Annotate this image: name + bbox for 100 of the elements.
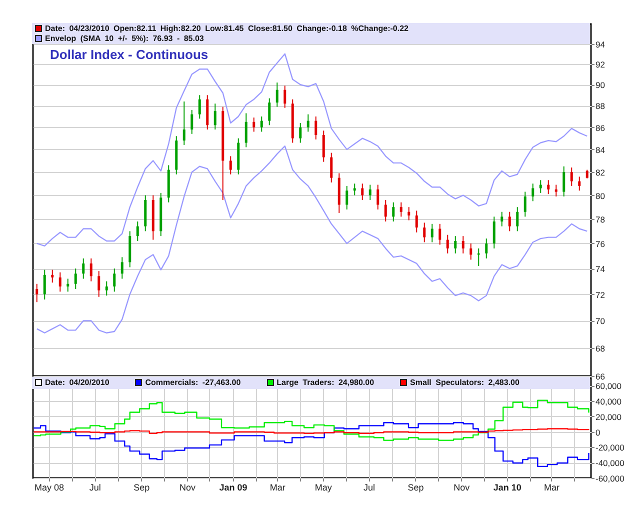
x-tick-label: May 08 <box>34 482 64 492</box>
x-tick-label: Sep <box>134 482 150 492</box>
y-tick-label: 66 <box>596 372 606 382</box>
x-tick-label: Jul <box>363 482 375 492</box>
annotation: Date: 04/20/2010 <box>45 378 110 388</box>
y-tick-label: 72 <box>596 290 606 300</box>
x-tick-label: May <box>314 482 332 492</box>
candlestick <box>276 82 278 108</box>
y-tick-label: 78 <box>596 214 606 225</box>
candlestick <box>244 112 248 148</box>
y-tick-label: 76 <box>596 238 606 249</box>
candlestick <box>190 110 194 134</box>
y-tick-label: 88 <box>596 101 606 112</box>
candlestick <box>492 216 496 249</box>
candlestick <box>508 211 511 232</box>
legend-label: Commercials: -27,463.00 <box>145 378 241 388</box>
candlestick <box>314 116 318 140</box>
candlestick <box>299 122 302 144</box>
candlestick <box>524 191 526 218</box>
x-tick-label: Sep <box>408 482 424 492</box>
candlestick <box>346 185 348 210</box>
candlestick <box>485 238 488 259</box>
candlestick <box>252 117 256 132</box>
x-tick-label: Nov <box>179 482 196 492</box>
candlestick <box>570 167 573 186</box>
candlestick <box>500 211 504 227</box>
candlestick <box>74 268 77 290</box>
candlestick <box>392 202 395 222</box>
y-tick-label: 60,000 <box>596 381 622 392</box>
y-tick-label: 84 <box>596 144 606 155</box>
candlestick <box>322 130 325 162</box>
y-tick-label: 80 <box>596 190 606 201</box>
candlestick <box>547 180 550 195</box>
candlestick <box>229 156 232 175</box>
y-tick-label: 70 <box>596 316 606 326</box>
legend-label: Large Traders: 24,980.00 <box>276 378 374 388</box>
annotation: Date: 04/23/2010 Open:82.11 High:82.20 Low:81.45 Close:81.50 Change:-0.18 %Change:-0.22 <box>45 24 408 34</box>
candlestick <box>182 100 186 146</box>
candlestick <box>539 180 542 194</box>
x-tick-label: Mar <box>544 482 560 492</box>
candlestick <box>384 199 387 222</box>
candlestick <box>368 184 372 200</box>
x-tick-label: Jan 10 <box>493 482 522 492</box>
candlestick <box>260 116 263 132</box>
y-tick-label: 74 <box>596 264 606 274</box>
candlestick <box>214 103 216 130</box>
candlestick <box>58 272 62 292</box>
x-tick-label: Jul <box>89 482 101 492</box>
y-tick-label: 40,000 <box>596 396 622 407</box>
candlestick <box>562 166 566 197</box>
candlestick <box>306 114 310 132</box>
y-tick-label: -20,000 <box>596 442 625 453</box>
legend-label: Envelop (SMA 10 +/- 5%): 76.93 - 85.03 <box>45 34 204 43</box>
candlestick <box>120 256 124 280</box>
y-tick-label: 94 <box>596 39 606 50</box>
text: Dollar Index - Continuous <box>50 47 208 62</box>
candlestick <box>415 210 418 233</box>
candlestick <box>268 98 271 126</box>
candlestick <box>430 223 434 243</box>
y-tick-label: 92 <box>596 59 606 70</box>
legend-label: Small Speculators: 2,483.00 <box>410 378 520 388</box>
x-tick-label: Mar <box>270 482 286 492</box>
candlestick <box>438 223 442 246</box>
candlestick <box>462 236 464 254</box>
candlestick <box>408 206 410 221</box>
candlestick <box>136 220 139 242</box>
line-series <box>36 145 588 334</box>
candlestick <box>470 242 472 260</box>
candlestick <box>198 94 201 120</box>
candlestick <box>105 280 108 296</box>
candlestick <box>98 270 100 298</box>
candlestick <box>361 183 364 200</box>
candlestick <box>446 234 449 254</box>
y-tick-label: 90 <box>596 80 606 90</box>
candlestick <box>532 183 534 202</box>
x-tick-label: Jan 09 <box>219 482 248 492</box>
y-tick-label: 82 <box>596 168 606 178</box>
candlestick <box>36 283 38 303</box>
y-tick-label: -40,000 <box>596 458 625 468</box>
candlestick <box>578 176 581 192</box>
y-tick-label: 0 <box>596 427 600 438</box>
candlestick <box>284 85 286 108</box>
candlestick <box>376 184 380 210</box>
y-tick-label: 86 <box>596 122 606 133</box>
x-tick-label: Nov <box>454 482 470 492</box>
candlestick <box>454 236 457 254</box>
candlestick <box>330 152 333 183</box>
candlestick <box>423 222 426 243</box>
candlestick <box>516 206 519 232</box>
candlestick <box>113 268 116 292</box>
candlestick <box>51 269 54 284</box>
y-tick-label: 20,000 <box>596 412 622 422</box>
candlestick <box>90 258 92 282</box>
candlestick <box>43 269 46 300</box>
candlestick <box>400 202 402 218</box>
candlestick <box>82 258 85 280</box>
y-tick-label: 68 <box>596 343 606 354</box>
candlestick <box>66 278 70 292</box>
y-tick-label: -60,000 <box>596 474 625 484</box>
candlestick <box>554 184 558 197</box>
